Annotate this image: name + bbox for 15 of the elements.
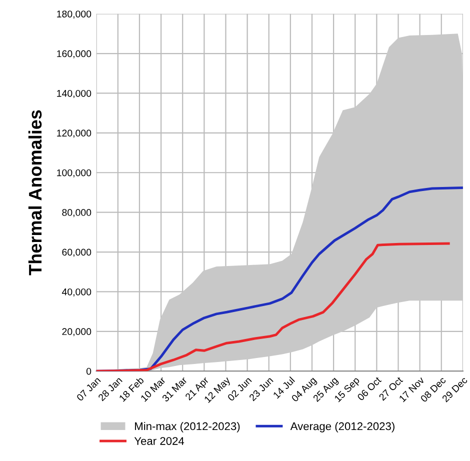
y-tick-label: 120,000 xyxy=(57,130,92,138)
y-tick-label: 0 xyxy=(86,368,92,375)
y-tick-label: 80,000 xyxy=(62,209,92,218)
line-series xyxy=(96,242,450,372)
y-tick-label: 160,000 xyxy=(57,50,92,58)
y-tick-label: 180,000 xyxy=(57,10,92,19)
legend-label: Average (2012-2023) xyxy=(290,422,394,432)
y-tick-label: 140,000 xyxy=(57,90,92,98)
y-tick-label: 20,000 xyxy=(62,328,92,336)
y-tick-label: 100,000 xyxy=(57,169,92,178)
y-tick-label: 60,000 xyxy=(62,248,92,257)
legend-label: Year 2024 xyxy=(134,437,184,445)
legend-label: Min-max (2012-2023) xyxy=(135,422,240,432)
y-axis-title: Thermal Anomalies xyxy=(28,110,42,276)
y-tick-label: 40,000 xyxy=(62,288,92,296)
